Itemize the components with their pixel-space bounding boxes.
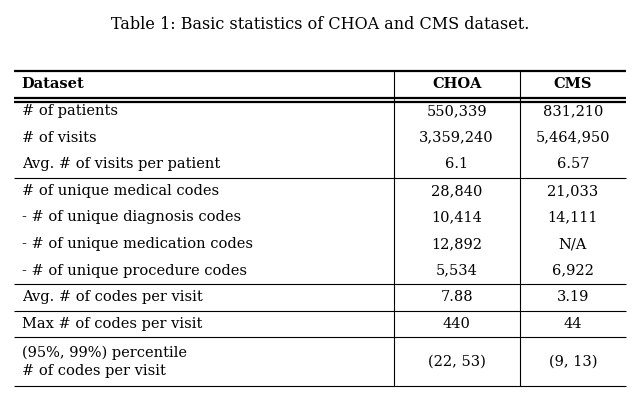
Text: - # of unique medication codes: - # of unique medication codes (22, 237, 253, 251)
Text: Avg. # of codes per visit: Avg. # of codes per visit (22, 290, 202, 304)
Text: CMS: CMS (554, 77, 592, 91)
Text: 5,464,950: 5,464,950 (536, 131, 610, 145)
Text: Table 1: Basic statistics of CHOA and CMS dataset.: Table 1: Basic statistics of CHOA and CM… (111, 16, 529, 33)
Text: 14,111: 14,111 (548, 211, 598, 224)
Text: 10,414: 10,414 (431, 211, 482, 224)
Text: 3,359,240: 3,359,240 (419, 131, 494, 145)
Text: 550,339: 550,339 (426, 104, 487, 118)
Text: - # of unique diagnosis codes: - # of unique diagnosis codes (22, 211, 241, 224)
Text: (22, 53): (22, 53) (428, 355, 486, 369)
Text: 28,840: 28,840 (431, 184, 483, 198)
Text: 831,210: 831,210 (543, 104, 603, 118)
Text: 5,534: 5,534 (436, 263, 477, 278)
Text: 44: 44 (564, 317, 582, 331)
Text: 6,922: 6,922 (552, 263, 594, 278)
Text: Max # of codes per visit: Max # of codes per visit (22, 317, 202, 331)
Text: 6.57: 6.57 (557, 157, 589, 171)
Text: 7.88: 7.88 (440, 290, 473, 304)
Text: 440: 440 (443, 317, 470, 331)
Text: 3.19: 3.19 (557, 290, 589, 304)
Text: (95%, 99%) percentile
# of codes per visit: (95%, 99%) percentile # of codes per vis… (22, 346, 187, 378)
Text: 12,892: 12,892 (431, 237, 482, 251)
Text: 6.1: 6.1 (445, 157, 468, 171)
Text: # of patients: # of patients (22, 104, 118, 118)
Text: # of visits: # of visits (22, 131, 97, 145)
Text: # of unique medical codes: # of unique medical codes (22, 184, 219, 198)
Text: CHOA: CHOA (432, 77, 481, 91)
Text: - # of unique procedure codes: - # of unique procedure codes (22, 263, 247, 278)
Text: Dataset: Dataset (22, 77, 84, 91)
Text: Avg. # of visits per patient: Avg. # of visits per patient (22, 157, 220, 171)
Text: (9, 13): (9, 13) (548, 355, 597, 369)
Text: 21,033: 21,033 (547, 184, 598, 198)
Text: N/A: N/A (559, 237, 587, 251)
